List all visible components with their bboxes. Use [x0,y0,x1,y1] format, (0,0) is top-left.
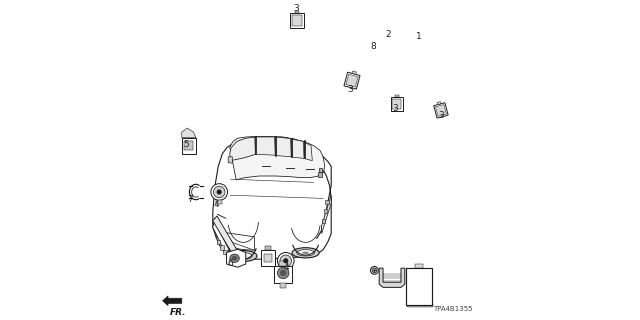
Text: 3: 3 [348,85,353,94]
Ellipse shape [297,250,314,256]
Bar [326,200,329,204]
Polygon shape [379,268,405,287]
Ellipse shape [292,248,319,258]
Text: 8: 8 [370,42,376,51]
Circle shape [372,268,376,273]
Bar [261,250,275,266]
Bar [280,283,287,288]
Text: 3: 3 [393,104,398,113]
Circle shape [371,267,378,274]
Circle shape [283,258,288,263]
Polygon shape [230,136,325,180]
Polygon shape [227,249,246,267]
Bar [182,138,196,154]
Ellipse shape [233,252,252,260]
Bar [291,13,304,28]
Text: 4: 4 [284,263,289,272]
Bar [280,261,287,266]
Polygon shape [212,216,237,256]
Polygon shape [276,137,291,157]
Ellipse shape [239,255,246,257]
Bar [295,11,299,13]
Polygon shape [212,218,254,250]
Bar [344,72,360,89]
Bar [318,172,321,177]
Circle shape [214,186,225,198]
Polygon shape [228,157,232,163]
Bar [283,268,289,273]
Text: 4: 4 [213,200,219,209]
Text: FR.: FR. [170,308,187,317]
Bar [392,99,401,109]
Bar [406,268,432,305]
Bar [319,168,323,172]
Bar [216,200,223,204]
Bar [292,15,302,26]
Bar [216,240,220,244]
Ellipse shape [228,250,257,262]
Bar [346,74,358,87]
Ellipse shape [302,252,309,254]
Text: 2: 2 [386,30,391,39]
Text: TPA4B1355: TPA4B1355 [433,306,473,312]
Bar [275,266,292,283]
Polygon shape [212,137,332,259]
Text: 7: 7 [188,195,193,204]
Polygon shape [182,128,196,138]
Polygon shape [163,296,182,306]
Bar [390,97,403,111]
Text: 6: 6 [227,259,232,268]
Bar [435,105,447,116]
Bar [408,304,433,307]
Ellipse shape [232,256,237,260]
Bar [324,209,327,213]
Bar [437,101,441,105]
Bar [184,141,193,150]
Circle shape [278,267,289,279]
Text: 3: 3 [293,4,299,12]
Polygon shape [322,195,332,234]
Text: 5: 5 [184,140,189,149]
Bar [395,95,399,97]
Ellipse shape [230,254,239,262]
Polygon shape [230,137,256,161]
Bar [323,219,326,223]
Polygon shape [304,142,312,161]
Bar [220,245,224,250]
Bar [223,250,227,254]
Polygon shape [292,139,304,158]
Bar [352,71,356,74]
Text: 1: 1 [416,32,421,41]
Circle shape [280,270,287,276]
Bar [434,103,448,118]
Text: 3: 3 [438,111,444,120]
Polygon shape [212,221,229,257]
Bar [265,246,271,250]
Circle shape [216,189,222,195]
Circle shape [211,184,228,200]
Circle shape [278,252,294,269]
Circle shape [280,255,292,267]
Bar [264,254,273,262]
Bar [415,264,423,268]
Polygon shape [255,137,275,155]
